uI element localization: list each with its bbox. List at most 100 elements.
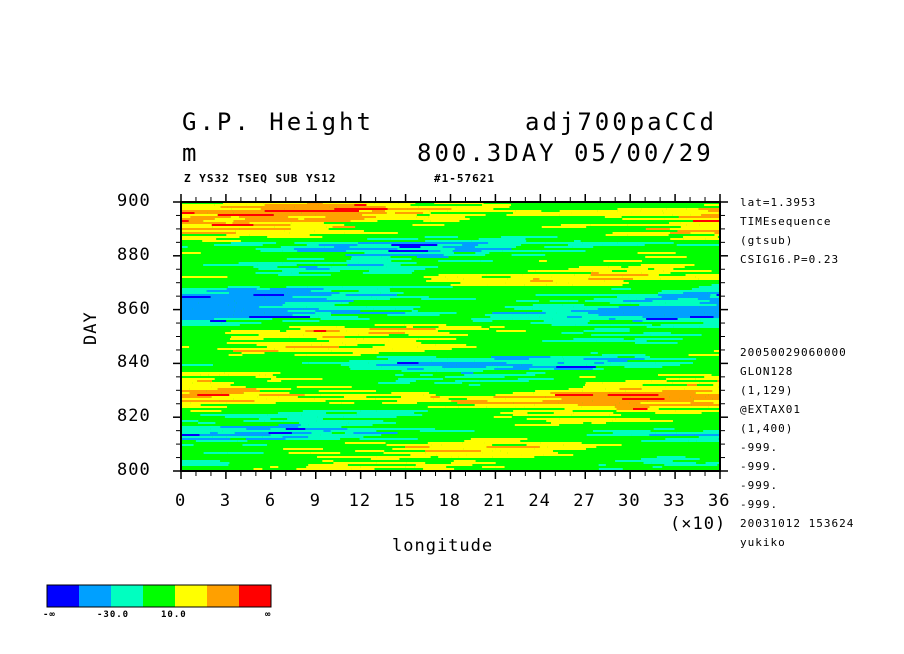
heatmap-cell: [258, 334, 304, 336]
heatmap-cell: [292, 314, 331, 316]
heatmap-cell: [547, 446, 597, 448]
heatmap-cell: [259, 416, 289, 418]
heatmap-cell: [629, 402, 641, 404]
heatmap-cell: [562, 304, 585, 306]
y-tick-label: 880: [117, 244, 151, 265]
heatmap-cell: [641, 232, 671, 234]
heatmap-cell: [456, 206, 510, 208]
heatmap-cell: [424, 236, 458, 238]
heatmap-cell: [376, 356, 437, 358]
heatmap-cell: [476, 364, 493, 366]
heatmap-cell: [308, 464, 348, 466]
heatmap-cell: [243, 308, 304, 310]
heatmap-cell: [287, 310, 316, 312]
heatmap-cell: [355, 450, 385, 452]
heatmap-cell: [494, 368, 530, 370]
heatmap-cell: [562, 356, 618, 358]
heatmap-cell: [408, 334, 468, 336]
heatmap-cell: [345, 254, 387, 256]
heatmap-cell: [439, 396, 494, 398]
heatmap-cell: [181, 224, 212, 226]
heatmap-cell: [266, 346, 286, 348]
heatmap-cell: [630, 302, 666, 304]
heatmap-cell: [641, 272, 671, 274]
heatmap-cell: [271, 378, 323, 380]
heatmap-cell: [540, 442, 582, 444]
heatmap-cell: [346, 250, 389, 252]
heatmap-cell: [512, 392, 534, 394]
heatmap-cell: [572, 284, 623, 286]
heatmap-cell: [256, 344, 312, 346]
heatmap-cell: [333, 462, 377, 464]
heatmap-cell: [249, 234, 310, 236]
heatmap-cell: [571, 310, 607, 312]
heatmap-cell: [505, 282, 557, 284]
heatmap-cell: [386, 254, 444, 256]
heatmap-cell: [329, 268, 369, 270]
heatmap-cell: [604, 216, 622, 218]
heatmap-cell: [617, 242, 674, 244]
heatmap-cell: [314, 230, 364, 232]
heatmap-cell: [589, 276, 602, 278]
heatmap-cell: [598, 314, 644, 316]
heatmap-cell: [471, 318, 513, 320]
heatmap-cell: [369, 328, 410, 330]
heatmap-cell: [234, 306, 260, 308]
heatmap-cell: [293, 248, 336, 250]
heatmap-cell: [231, 208, 261, 210]
heatmap-cell: [404, 324, 447, 326]
heatmap-cell: [181, 436, 213, 438]
heatmap-cell: [442, 366, 487, 368]
heatmap-cell: [716, 294, 720, 296]
heatmap-cell: [273, 214, 316, 216]
heatmap-cell: [308, 424, 347, 426]
heatmap-cell: [347, 264, 384, 266]
heatmap-cell: [313, 330, 327, 332]
heatmap-cell: [226, 402, 276, 404]
heatmap-cell: [342, 342, 385, 344]
heatmap-cell: [311, 344, 322, 346]
heatmap-cell: [513, 410, 554, 412]
heatmap-cell: [680, 222, 720, 224]
heatmap-cell: [557, 362, 565, 364]
heatmap-cell: [429, 214, 486, 216]
heatmap-cell: [190, 402, 227, 404]
heatmap-cell: [224, 416, 260, 418]
heatmap-cell: [358, 212, 387, 214]
heatmap-cell: [564, 360, 608, 362]
heatmap-cell: [617, 210, 641, 212]
heatmap-cell: [373, 308, 396, 310]
heatmap-cell: [705, 462, 720, 464]
heatmap-cell: [412, 242, 434, 244]
side-info-line: GLON128: [740, 365, 794, 378]
heatmap-cell: [444, 376, 505, 378]
heatmap-cell: [181, 402, 191, 404]
heatmap-cell: [418, 338, 457, 340]
heatmap-cell: [242, 444, 268, 446]
heatmap-cell: [588, 312, 597, 314]
x-tick-label: 30: [618, 491, 641, 511]
heatmap-cell: [226, 288, 257, 290]
heatmap-cell: [447, 358, 495, 360]
heatmap-cell: [263, 304, 283, 306]
heatmap-cell: [317, 456, 377, 458]
heatmap-cell: [181, 288, 209, 290]
heatmap-cell: [695, 276, 720, 278]
heatmap-cell: [677, 318, 720, 320]
heatmap-cell: [315, 312, 332, 314]
heatmap-cell: [521, 364, 533, 366]
heatmap-cell: [254, 400, 280, 402]
heatmap-cell: [717, 380, 720, 382]
heatmap-cell: [306, 306, 359, 308]
heatmap-cell: [232, 222, 250, 224]
heatmap-cell: [642, 320, 701, 322]
heatmap-cell: [358, 290, 391, 292]
heatmap-cell: [475, 252, 490, 254]
heatmap-cell: [265, 298, 302, 300]
heatmap-cell: [383, 264, 401, 266]
heatmap-cell: [568, 282, 629, 284]
heatmap-cell: [317, 266, 332, 268]
heatmap-cell: [282, 304, 335, 306]
heatmap-cell: [599, 294, 659, 296]
heatmap-cell: [267, 414, 302, 416]
